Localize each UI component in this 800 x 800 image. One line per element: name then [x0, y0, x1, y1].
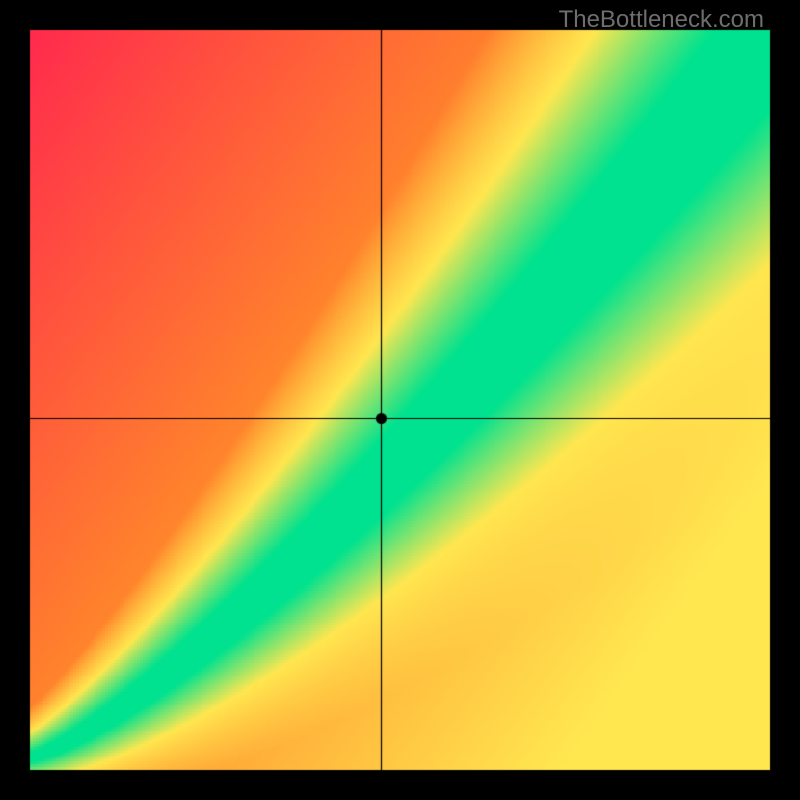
chart-container: TheBottleneck.com — [0, 0, 800, 800]
bottleneck-heatmap — [0, 0, 800, 800]
watermark-text: TheBottleneck.com — [559, 6, 764, 34]
